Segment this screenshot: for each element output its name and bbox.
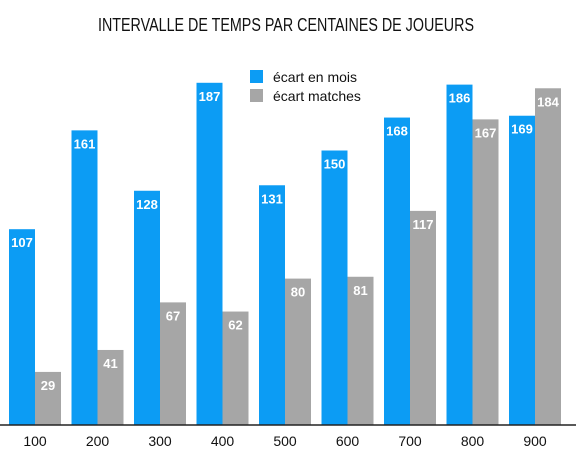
bar-ecart-en-mois-400 xyxy=(196,82,223,425)
data-label-ecart-matches-500: 80 xyxy=(291,285,305,300)
data-label-ecart-en-mois-400: 187 xyxy=(199,89,221,104)
legend-label-ecart-matches: écart matches xyxy=(273,88,361,104)
bar-ecart-en-mois-500 xyxy=(259,185,285,425)
legend-swatch-ecart-en-mois xyxy=(250,70,263,83)
data-label-ecart-en-mois-800: 186 xyxy=(449,91,471,106)
x-tick-label-900: 900 xyxy=(523,433,547,449)
x-tick-label-700: 700 xyxy=(398,433,422,449)
bar-ecart-matches-400 xyxy=(222,311,249,425)
x-tick-label-400: 400 xyxy=(211,433,235,449)
x-tick-label-100: 100 xyxy=(23,433,47,449)
data-label-ecart-matches-300: 67 xyxy=(166,308,180,323)
x-tick-label-500: 500 xyxy=(273,433,297,449)
legend-swatch-ecart-matches xyxy=(250,89,263,102)
bar-ecart-en-mois-700 xyxy=(384,117,410,425)
data-label-ecart-matches-400: 62 xyxy=(228,318,242,333)
x-tick-label-200: 200 xyxy=(86,433,110,449)
bar-ecart-matches-200 xyxy=(97,349,124,425)
data-label-ecart-en-mois-900: 169 xyxy=(511,122,533,137)
data-label-ecart-matches-900: 184 xyxy=(537,94,559,109)
data-label-ecart-matches-200: 41 xyxy=(103,356,117,371)
data-label-ecart-en-mois-300: 128 xyxy=(136,197,158,212)
data-label-ecart-matches-600: 81 xyxy=(353,283,367,298)
bar-ecart-matches-700 xyxy=(410,210,436,425)
x-tick-label-800: 800 xyxy=(461,433,485,449)
data-label-ecart-matches-800: 167 xyxy=(475,125,497,140)
data-label-ecart-en-mois-600: 150 xyxy=(324,157,346,172)
bar-ecart-matches-900 xyxy=(535,88,561,425)
bar-ecart-matches-500 xyxy=(285,278,311,425)
bar-ecart-matches-300 xyxy=(160,302,186,425)
bar-ecart-matches-100 xyxy=(35,371,61,425)
bar-ecart-en-mois-200 xyxy=(71,130,98,425)
data-label-ecart-matches-700: 117 xyxy=(413,217,434,232)
legend-label-ecart-en-mois: écart en mois xyxy=(273,69,357,85)
bar-ecart-matches-600 xyxy=(347,276,374,425)
bar-ecart-en-mois-800 xyxy=(446,84,473,426)
bar-ecart-en-mois-600 xyxy=(321,150,348,425)
legend: écart en mois écart matches xyxy=(250,69,361,104)
bar-ecart-matches-800 xyxy=(472,119,499,425)
data-label-ecart-en-mois-500: 131 xyxy=(261,191,283,206)
x-axis-ticks: 100 200 300 400 500 600 700 800 900 xyxy=(23,433,547,449)
bars-layer: 107 29 161 41 128 67 187 62 131 80 150 81 168 117 186 1… xyxy=(9,82,561,426)
data-label-ecart-en-mois-700: 168 xyxy=(386,124,408,139)
x-tick-label-300: 300 xyxy=(148,433,172,449)
data-label-ecart-matches-100: 29 xyxy=(41,378,55,393)
bar-ecart-en-mois-100 xyxy=(9,229,35,425)
chart-title: INTERVALLE DE TEMPS PAR CENTAINES DE JOU… xyxy=(98,15,474,35)
x-tick-label-600: 600 xyxy=(336,433,360,449)
data-label-ecart-en-mois-200: 161 xyxy=(74,136,96,151)
bar-ecart-en-mois-300 xyxy=(134,190,160,425)
data-label-ecart-en-mois-100: 107 xyxy=(11,235,33,250)
bar-ecart-en-mois-900 xyxy=(509,115,535,425)
